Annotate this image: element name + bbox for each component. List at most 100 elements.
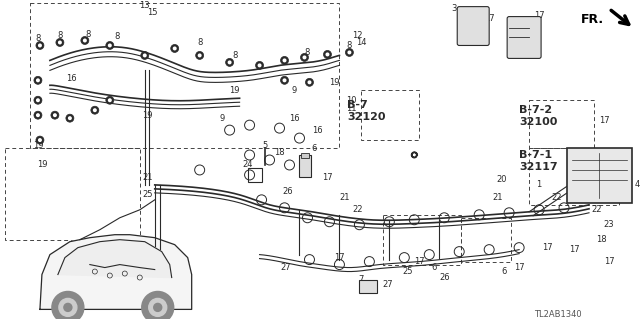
Text: 15: 15 xyxy=(147,8,158,17)
Text: 26: 26 xyxy=(439,273,449,282)
Text: 8: 8 xyxy=(114,32,120,41)
Bar xyxy=(30,3,339,148)
Text: 4: 4 xyxy=(634,180,639,189)
Bar xyxy=(360,279,378,293)
Text: 19: 19 xyxy=(33,140,43,149)
Text: 19: 19 xyxy=(329,78,340,87)
Bar xyxy=(5,148,140,240)
Text: 8: 8 xyxy=(35,34,40,43)
Text: 17: 17 xyxy=(334,253,345,262)
Text: 17: 17 xyxy=(299,167,310,176)
Bar xyxy=(362,90,419,140)
Bar xyxy=(529,148,619,205)
Text: 24: 24 xyxy=(243,160,253,170)
Text: 17: 17 xyxy=(598,116,609,125)
Circle shape xyxy=(307,80,312,84)
Circle shape xyxy=(154,303,162,311)
Circle shape xyxy=(143,53,147,57)
Circle shape xyxy=(36,136,44,144)
Circle shape xyxy=(36,98,40,102)
Circle shape xyxy=(228,60,232,64)
Text: 26: 26 xyxy=(282,188,293,196)
Circle shape xyxy=(282,78,287,82)
Text: 10: 10 xyxy=(346,96,356,105)
Circle shape xyxy=(346,48,353,56)
Text: 17: 17 xyxy=(514,263,524,272)
Circle shape xyxy=(280,56,289,64)
Circle shape xyxy=(108,98,112,102)
Text: 16: 16 xyxy=(289,114,300,123)
Circle shape xyxy=(66,114,74,122)
Text: 21: 21 xyxy=(143,173,153,182)
Text: B-7
32120: B-7 32120 xyxy=(348,100,386,122)
Circle shape xyxy=(59,299,77,316)
Text: 17: 17 xyxy=(534,11,545,20)
Polygon shape xyxy=(40,235,191,309)
Circle shape xyxy=(142,292,173,320)
Circle shape xyxy=(34,76,42,84)
Circle shape xyxy=(226,59,234,66)
Circle shape xyxy=(36,42,44,50)
Text: 6: 6 xyxy=(312,144,317,153)
Circle shape xyxy=(108,44,112,47)
Text: 8: 8 xyxy=(347,41,352,50)
Text: 6: 6 xyxy=(431,263,437,272)
Text: 21: 21 xyxy=(339,193,349,202)
Text: 9: 9 xyxy=(292,86,297,95)
Bar xyxy=(383,215,461,265)
Circle shape xyxy=(52,292,84,320)
Bar xyxy=(300,155,312,177)
Circle shape xyxy=(196,52,204,60)
Text: 8: 8 xyxy=(232,51,237,60)
Text: 16: 16 xyxy=(67,74,77,83)
Circle shape xyxy=(303,55,307,60)
Circle shape xyxy=(282,59,287,62)
Circle shape xyxy=(58,41,62,44)
Bar xyxy=(461,218,511,261)
Text: TL2AB1340: TL2AB1340 xyxy=(534,310,582,319)
Text: 27: 27 xyxy=(382,280,393,289)
Circle shape xyxy=(141,52,148,60)
FancyBboxPatch shape xyxy=(457,7,489,45)
Circle shape xyxy=(301,53,308,61)
Text: 17: 17 xyxy=(414,257,424,266)
Circle shape xyxy=(53,113,57,117)
Circle shape xyxy=(56,38,64,46)
Text: 21: 21 xyxy=(492,193,502,202)
Circle shape xyxy=(348,51,351,54)
Circle shape xyxy=(68,116,72,120)
Text: 14: 14 xyxy=(356,38,367,47)
Text: 25: 25 xyxy=(402,267,413,276)
Text: 6: 6 xyxy=(502,267,507,276)
Circle shape xyxy=(83,38,87,43)
Circle shape xyxy=(106,96,114,104)
Text: 17: 17 xyxy=(322,173,333,182)
Text: 16: 16 xyxy=(312,126,323,135)
Text: 8: 8 xyxy=(57,31,63,40)
Circle shape xyxy=(257,63,262,68)
Circle shape xyxy=(51,111,59,119)
Text: B-7-1
32117: B-7-1 32117 xyxy=(519,150,557,172)
Text: 19: 19 xyxy=(143,111,153,120)
Text: 11: 11 xyxy=(346,104,356,113)
Circle shape xyxy=(81,36,89,44)
Circle shape xyxy=(171,44,179,52)
Circle shape xyxy=(280,76,289,84)
Circle shape xyxy=(106,42,114,50)
Circle shape xyxy=(36,78,40,82)
Circle shape xyxy=(148,299,166,316)
Text: 17: 17 xyxy=(542,243,552,252)
Circle shape xyxy=(255,61,264,69)
Circle shape xyxy=(64,303,72,311)
Text: 18: 18 xyxy=(274,148,285,156)
Text: 22: 22 xyxy=(592,205,602,214)
Text: 22: 22 xyxy=(552,193,563,202)
FancyBboxPatch shape xyxy=(507,17,541,59)
Text: 7: 7 xyxy=(358,275,364,284)
Text: 18: 18 xyxy=(596,235,606,244)
Text: 1: 1 xyxy=(536,180,541,189)
Text: 25: 25 xyxy=(143,190,153,199)
Circle shape xyxy=(38,44,42,47)
Text: 22: 22 xyxy=(352,205,363,214)
Text: FR.: FR. xyxy=(581,12,604,26)
